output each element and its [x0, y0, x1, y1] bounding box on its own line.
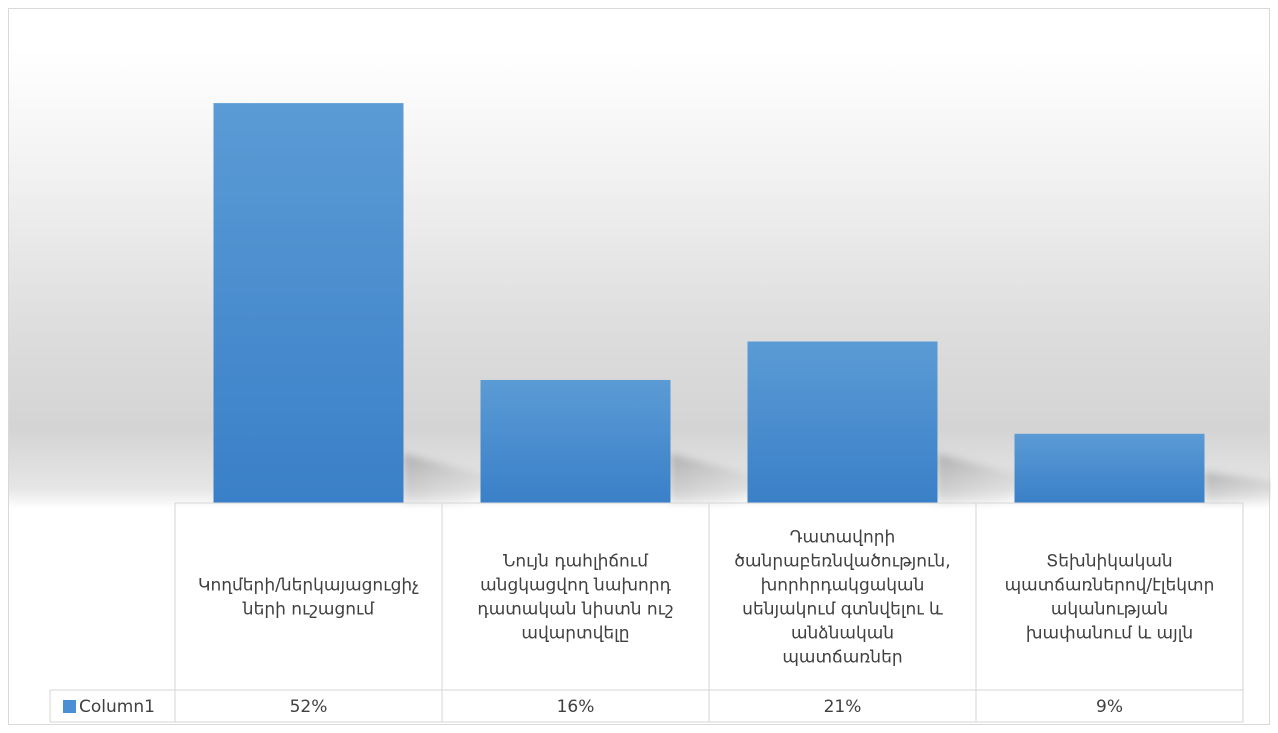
category-label-3: Դատավորի ծանրաբեռնվածություն, խորհրդակցակա…: [734, 528, 950, 668]
value-label-4: 9%: [1096, 697, 1123, 717]
bar-1: [213, 103, 404, 504]
bars: [213, 103, 1205, 504]
category-label-1: Կողմերի/ներկայացուցիչ ների ուշացում: [198, 576, 419, 620]
category-label-2: Նույն դահլիճում անցկացվող նախորդ դատական ն…: [477, 552, 673, 644]
bar-shadow: [1204, 471, 1271, 503]
legend-key: [63, 700, 76, 713]
data-table: Կողմերի/ներկայացուցիչ ների ուշացում Նույն …: [49, 502, 1244, 723]
bar-chart: Կողմերի/ներկայացուցիչ ների ուշացում Նույն …: [49, 103, 1271, 723]
bar-shadow: [670, 453, 766, 503]
category-label-4: Տեխնիկական պատճառներով/էլեկտր ականության խա…: [1005, 552, 1215, 644]
bar-shadow: [403, 453, 499, 503]
bar-2: [480, 379, 671, 503]
value-label-3: 21%: [824, 697, 862, 717]
bar-shadows: [403, 453, 1271, 503]
legend-series-name: Column1: [79, 697, 155, 717]
value-label-2: 16%: [557, 697, 595, 717]
value-label-1: 52%: [290, 697, 328, 717]
chart-area: Կողմերի/ներկայացուցիչ ների ուշացում Նույն …: [8, 8, 1271, 725]
bar-3: [747, 341, 938, 503]
bar-4: [1014, 433, 1205, 503]
bar-shadow: [937, 453, 1033, 503]
